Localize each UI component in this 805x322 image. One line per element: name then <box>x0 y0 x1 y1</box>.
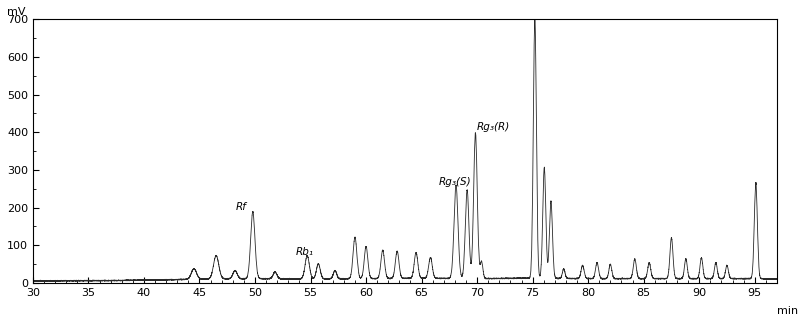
Text: Rb₁: Rb₁ <box>296 247 314 257</box>
Text: Rf: Rf <box>236 202 247 212</box>
Text: Rg₃(S): Rg₃(S) <box>438 177 471 187</box>
Text: mV: mV <box>7 7 26 17</box>
Text: min: min <box>777 307 798 317</box>
Text: Rg₃(R): Rg₃(R) <box>477 122 510 132</box>
